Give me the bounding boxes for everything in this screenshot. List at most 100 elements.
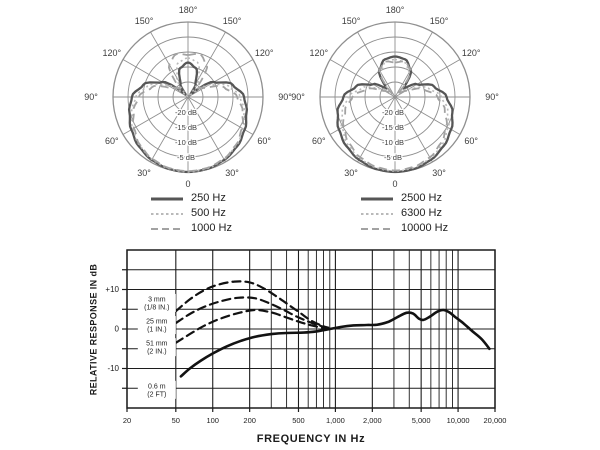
polar-angle-label: 150° bbox=[135, 16, 154, 26]
polar-angle-label: 90° bbox=[485, 92, 499, 102]
polar-ring-labels: -20 dB -15 dB -10 dB -5 dB bbox=[381, 107, 406, 164]
polar-angle-label: 30° bbox=[225, 168, 239, 178]
polar-angle-label: 90° bbox=[278, 92, 292, 102]
x-axis-title: FREQUENCY IN Hz bbox=[256, 433, 366, 445]
polar-angle-label: 150° bbox=[223, 16, 242, 26]
fr-series-label: 51 mm(2 IN.) bbox=[137, 338, 176, 357]
svg-text:25 mm: 25 mm bbox=[146, 319, 168, 326]
polar-angle-label: 90° bbox=[291, 92, 305, 102]
polar-angle-label: 60° bbox=[312, 136, 326, 146]
legend-label: 250 Hz bbox=[191, 192, 226, 204]
polar-ring-label: -10 dB bbox=[382, 138, 404, 147]
polar-angle-label: 180° bbox=[386, 5, 405, 15]
y-tick-label: 0 bbox=[115, 325, 120, 334]
polar-ring-label: -15 dB bbox=[175, 123, 197, 132]
fr-series-0-6-m-2-ft- bbox=[179, 308, 491, 378]
polar-angle-labels: 180° 150° 150° 120° 120° 90° 90° 60° 60° 30° 30° 0 bbox=[291, 5, 499, 189]
polar-angle-label: 120° bbox=[462, 48, 481, 58]
x-tick-label: 20,000 bbox=[484, 416, 507, 425]
y-axis-title: RELATIVE RESPONSE IN dB bbox=[88, 263, 99, 396]
x-tick-label: 200 bbox=[243, 416, 256, 425]
polar-series-6300-hz bbox=[340, 58, 450, 172]
polar-left-svg: 180° 150° 150° 120° 120° 90° 90° 60° 60° 30° 30° 0 -… bbox=[84, 5, 292, 189]
fr-ticks bbox=[122, 269, 496, 412]
legend-line-dotted-icon bbox=[151, 212, 183, 215]
polar-angle-label: 120° bbox=[102, 48, 121, 58]
polar-angle-label: 0 bbox=[392, 179, 397, 189]
svg-text:(2 IN.): (2 IN.) bbox=[147, 349, 166, 356]
polar-angle-labels: 180° 150° 150° 120° 120° 90° 90° 60° 60° 30° 30° 0 bbox=[84, 5, 292, 189]
legend-line-solid-icon bbox=[361, 197, 393, 200]
polar-ring-label: -5 dB bbox=[177, 153, 195, 162]
legend-item: 6300 Hz bbox=[360, 206, 510, 221]
polar-angle-label: 180° bbox=[179, 5, 198, 15]
legend-label: 2500 Hz bbox=[401, 192, 442, 204]
fr-series-label: 3 mm(1/8 IN.) bbox=[137, 293, 176, 312]
polar-right-svg: 180° 150° 150° 120° 120° 90° 90° 60° 60° 30° 30° 0 -… bbox=[291, 5, 499, 189]
x-tick-label: 500 bbox=[292, 416, 305, 425]
polar-angle-label: 90° bbox=[84, 92, 98, 102]
legend-item: 500 Hz bbox=[150, 206, 300, 221]
svg-text:3 mm: 3 mm bbox=[148, 296, 166, 303]
x-tick-label: 5,000 bbox=[412, 416, 431, 425]
legend-line-dashed-icon bbox=[361, 227, 393, 230]
frequency-response-svg: +10 0 -10 20 50 100 200 500 1,000 2,000 5,000 10,00… bbox=[105, 249, 507, 425]
polar-ring-label: -15 dB bbox=[382, 123, 404, 132]
fr-series-label: 0.6 m(2 FT) bbox=[137, 380, 176, 399]
polar-angle-label: 30° bbox=[137, 168, 151, 178]
legend-label: 500 Hz bbox=[191, 207, 226, 219]
svg-text:51 mm: 51 mm bbox=[146, 341, 168, 348]
legend-line-dashed-icon bbox=[151, 227, 183, 230]
legend-label: 1000 Hz bbox=[191, 222, 232, 234]
polar-series-500-hz bbox=[130, 57, 246, 173]
legend-item: 1000 Hz bbox=[150, 221, 300, 236]
x-tick-label: 10,000 bbox=[447, 416, 470, 425]
fr-series-label: 25 mm(1 IN.) bbox=[137, 316, 176, 335]
x-tick-label: 2,000 bbox=[363, 416, 382, 425]
polar-series-10000-hz bbox=[342, 60, 448, 172]
legend-item: 10000 Hz bbox=[360, 221, 510, 236]
frequency-response-chart: +10 0 -10 20 50 100 200 500 1,000 2,000 5,000 10,00… bbox=[80, 245, 525, 450]
polar-ring-labels: -20 dB -15 dB -10 dB -5 dB bbox=[174, 107, 199, 164]
polar-angle-label: 150° bbox=[430, 16, 449, 26]
polar-legend-right: 2500 Hz 6300 Hz 10000 Hz bbox=[360, 191, 510, 236]
legend-line-solid-icon bbox=[151, 197, 183, 200]
svg-text:0.6 m: 0.6 m bbox=[148, 383, 166, 390]
polar-angle-label: 60° bbox=[105, 136, 119, 146]
legend-label: 10000 Hz bbox=[401, 222, 449, 234]
y-tick-label: -10 bbox=[107, 364, 119, 373]
legend-label: 6300 Hz bbox=[401, 207, 442, 219]
polar-chart-right: 180° 150° 150° 120° 120° 90° 90° 60° 60° 30° 30° 0 -… bbox=[285, 0, 515, 192]
x-tick-label: 1,000 bbox=[326, 416, 345, 425]
polar-angle-label: 60° bbox=[464, 136, 478, 146]
polar-ring-label: -20 dB bbox=[382, 108, 404, 117]
fr-series-51-mm-2-in- bbox=[174, 308, 328, 344]
x-tick-label: 50 bbox=[172, 416, 180, 425]
fr-series-25-mm-1-in- bbox=[174, 296, 331, 329]
polar-series-2500-hz bbox=[336, 55, 454, 174]
polar-angle-label: 120° bbox=[309, 48, 328, 58]
fr-grid bbox=[126, 249, 496, 409]
svg-text:(2 FT): (2 FT) bbox=[147, 391, 166, 398]
polar-angle-label: 150° bbox=[342, 16, 361, 26]
polar-angle-label: 30° bbox=[344, 168, 358, 178]
polar-series-1000-hz bbox=[132, 52, 244, 172]
fr-series-3-mm-1-8-in- bbox=[174, 280, 328, 329]
polar-angle-label: 120° bbox=[255, 48, 274, 58]
polar-ring-label: -10 dB bbox=[175, 138, 197, 147]
polar-ring-label: -20 dB bbox=[175, 108, 197, 117]
x-tick-label: 100 bbox=[206, 416, 219, 425]
legend-item: 2500 Hz bbox=[360, 191, 510, 206]
x-tick-label: 20 bbox=[123, 416, 131, 425]
polar-angle-label: 30° bbox=[432, 168, 446, 178]
svg-text:(1 IN.): (1 IN.) bbox=[147, 327, 166, 334]
y-tick-label: +10 bbox=[105, 285, 119, 294]
legend-line-dotted-icon bbox=[361, 212, 393, 215]
polar-ring-label: -5 dB bbox=[384, 153, 402, 162]
legend-item: 250 Hz bbox=[150, 191, 300, 206]
svg-text:(1/8 IN.): (1/8 IN.) bbox=[144, 304, 169, 311]
polar-legend-left: 250 Hz 500 Hz 1000 Hz bbox=[150, 191, 300, 236]
polar-angle-label: 0 bbox=[185, 179, 190, 189]
polar-angle-label: 60° bbox=[257, 136, 271, 146]
